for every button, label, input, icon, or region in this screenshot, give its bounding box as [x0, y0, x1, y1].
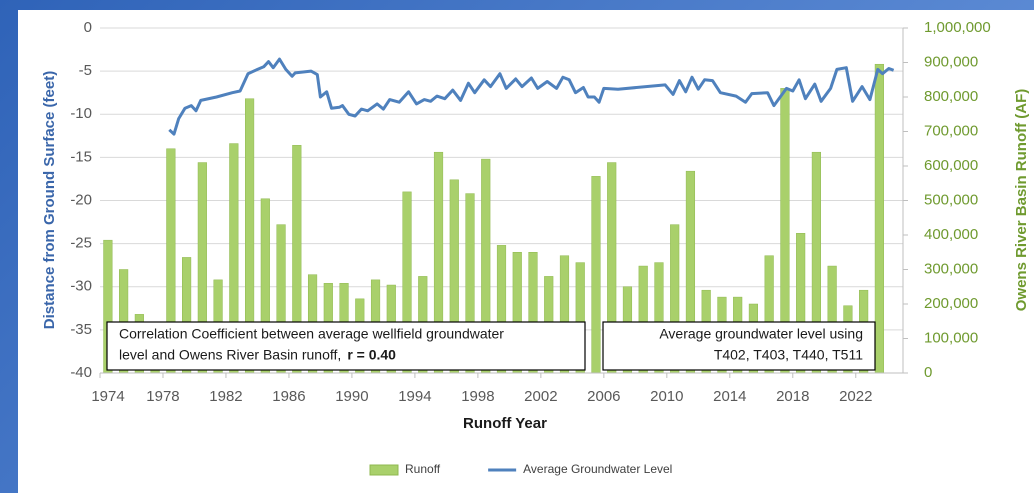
y-tick-label: -10	[70, 105, 92, 122]
y-tick-label: -20	[70, 191, 92, 208]
annotation-text: level and Owens River Basin runoff,	[119, 347, 341, 363]
bar	[591, 176, 601, 374]
y2-tick-label: 300,000	[924, 260, 978, 277]
y2-tick-label: 800,000	[924, 88, 978, 105]
labels: 0 -5 -10 -15 -20 -25 -30 -35 -40 1,000,000 900,000…	[70, 19, 990, 476]
line	[168, 57, 895, 136]
x-tick-label: 1978	[146, 388, 179, 405]
y2-tick-label: 700,000	[924, 122, 978, 139]
annotation-text: Correlation Coefficient between average …	[119, 326, 504, 342]
annotation-box	[106, 321, 586, 371]
y2-tick-label: 100,000	[924, 329, 978, 346]
x-tick-label: 1986	[272, 388, 305, 405]
lines	[168, 57, 895, 136]
legend-swatch	[369, 464, 399, 476]
y-tick-label: -25	[70, 235, 92, 252]
annotation-box	[602, 321, 876, 371]
x-tick-label: 1990	[335, 388, 368, 405]
x-tick-label: 2006	[587, 388, 620, 405]
x-tick-label: 2022	[839, 388, 872, 405]
y-tick-label: -5	[79, 62, 92, 79]
y2-tick-label: 900,000	[924, 53, 978, 70]
x-tick-label: 1982	[209, 388, 242, 405]
x-tick-label: 1974	[91, 388, 124, 405]
y2-tick-label: 1,000,000	[924, 19, 991, 36]
y-axis-title: Distance from Ground Surface (feet)	[41, 71, 58, 329]
bar	[874, 63, 884, 374]
annotation-text: Average groundwater level using	[659, 326, 863, 342]
y2-axis-title: Owens River Basin Runoff (AF)	[1013, 89, 1030, 312]
y-tick-label: -35	[70, 321, 92, 338]
y2-tick-label: 200,000	[924, 295, 978, 312]
x-tick-label: 2014	[713, 388, 746, 405]
y-tick-label: -40	[70, 364, 92, 381]
y2-tick-label: 600,000	[924, 157, 978, 174]
x-tick-label: 2002	[524, 388, 557, 405]
annotation-bold: r = 0.40	[347, 347, 396, 363]
y-tick-label: -30	[70, 278, 92, 295]
x-tick-label: 1998	[461, 388, 494, 405]
x-axis-title: Runoff Year	[463, 415, 547, 432]
annotation-text: T402, T403, T440, T511	[714, 347, 863, 363]
legend-label: Runoff	[405, 462, 441, 476]
y-tick-label: 0	[84, 19, 92, 36]
y2-tick-label: 500,000	[924, 191, 978, 208]
x-tick-label: 2010	[650, 388, 683, 405]
y2-tick-label: 0	[924, 364, 932, 381]
x-tick-label: 2018	[776, 388, 809, 405]
x-tick-label: 1994	[398, 388, 431, 405]
y-tick-label: -15	[70, 148, 92, 165]
legend-label: Average Groundwater Level	[523, 462, 672, 476]
y2-tick-label: 400,000	[924, 226, 978, 243]
